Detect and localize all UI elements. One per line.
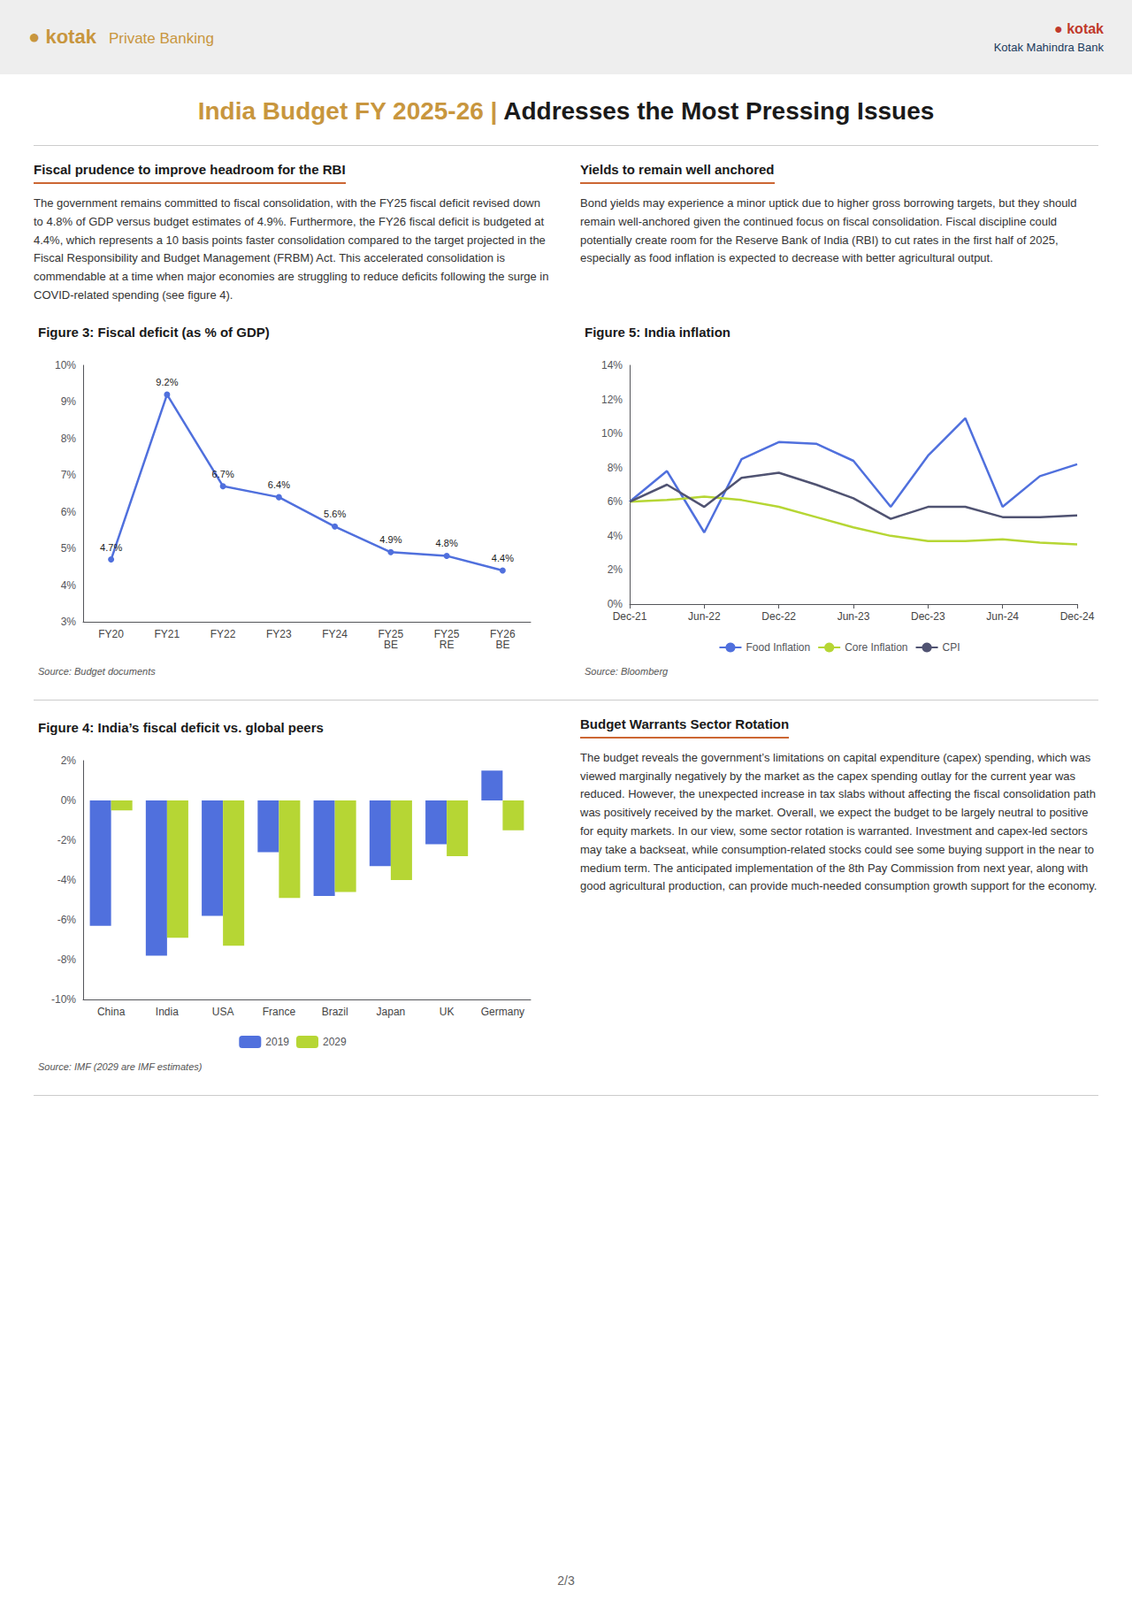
svg-text:Dec-22: Dec-22 <box>761 610 796 623</box>
html-text:India Budget FY 2025-26 | Addr: India Budget FY 2025-26 | Addresses the … <box>197 97 935 125</box>
html-text:● kotak: ● kotak <box>28 25 97 48</box>
svg-text:8%: 8% <box>607 460 624 474</box>
svg-text:6%: 6% <box>61 504 77 518</box>
svg-text:FY22: FY22 <box>210 627 237 641</box>
svg-text:0%: 0% <box>61 794 77 807</box>
svg-text:10%: 10% <box>54 359 77 372</box>
svg-text:6%: 6% <box>607 495 624 508</box>
html-text:Kotak Mahindra Bank: Kotak Mahindra Bank <box>993 40 1104 54</box>
svg-text:2%: 2% <box>61 754 77 767</box>
svg-text:Figure 3: Fiscal deficit (as %: Figure 3: Fiscal deficit (as % of GDP) <box>38 324 270 340</box>
html-text:Private Banking: Private Banking <box>108 30 215 47</box>
svg-text:12%: 12% <box>601 392 623 406</box>
svg-text:2%: 2% <box>607 563 624 576</box>
svg-text:Dec-21: Dec-21 <box>612 610 648 623</box>
html-text:The government remains committ: The government remains committed to fisc… <box>33 196 549 302</box>
svg-text:Food Inflation: Food Inflation <box>745 641 811 654</box>
svg-text:CPI: CPI <box>942 641 961 654</box>
html-text:The budget reveals the governm: The budget reveals the government’s limi… <box>580 750 1097 893</box>
svg-text:9.2%: 9.2% <box>155 376 178 388</box>
svg-text:Dec-24: Dec-24 <box>1060 610 1095 623</box>
svg-text:6.7%: 6.7% <box>212 467 235 479</box>
svg-text:FY26: FY26 <box>489 627 516 641</box>
svg-text:China: China <box>97 1005 126 1018</box>
svg-text:4.7%: 4.7% <box>99 541 123 552</box>
html-text:Bond yields may experience a m: Bond yields may experience a minor uptic… <box>580 196 1077 265</box>
svg-text:4.8%: 4.8% <box>435 537 459 549</box>
svg-text:BE: BE <box>383 638 398 651</box>
svg-text:4%: 4% <box>61 578 77 591</box>
svg-text:3%: 3% <box>61 615 77 628</box>
svg-text:-2%: -2% <box>57 833 77 847</box>
svg-text:FY25: FY25 <box>378 627 404 641</box>
svg-text:Figure 5: India inflation: Figure 5: India inflation <box>584 324 731 340</box>
svg-text:2029: 2029 <box>322 1035 347 1048</box>
html-text:2/3: 2/3 <box>557 1573 575 1588</box>
svg-text:Figure 4: India’s fiscal defic: Figure 4: India’s fiscal deficit vs. glo… <box>38 719 324 735</box>
svg-text:Germany: Germany <box>481 1005 525 1018</box>
svg-text:Source: IMF (2029 are IMF esti: Source: IMF (2029 are IMF estimates) <box>38 1060 203 1071</box>
svg-text:6.4%: 6.4% <box>267 479 291 490</box>
html-text:Fiscal prudence to improve hea: Fiscal prudence to improve headroom for … <box>33 161 346 177</box>
svg-text:10%: 10% <box>601 427 623 440</box>
svg-text:Source: Bloomberg: Source: Bloomberg <box>584 665 669 676</box>
svg-text:USA: USA <box>212 1005 235 1018</box>
svg-text:14%: 14% <box>601 359 623 372</box>
svg-text:7%: 7% <box>61 468 77 482</box>
svg-text:-10%: -10% <box>51 993 77 1006</box>
svg-text:0%: 0% <box>607 597 624 611</box>
svg-text:BE: BE <box>495 638 510 651</box>
svg-text:RE: RE <box>439 638 455 651</box>
svg-text:Brazil: Brazil <box>321 1005 349 1018</box>
svg-text:Jun-22: Jun-22 <box>688 610 721 623</box>
svg-text:Dec-23: Dec-23 <box>910 610 946 623</box>
svg-text:5%: 5% <box>61 542 77 555</box>
svg-text:UK: UK <box>439 1005 455 1018</box>
svg-text:FY21: FY21 <box>154 627 181 641</box>
svg-text:Core Inflation: Core Inflation <box>844 641 908 654</box>
svg-text:-8%: -8% <box>57 953 77 966</box>
html-text:Budget Warrants Sector Rotatio: Budget Warrants Sector Rotation <box>580 716 789 732</box>
svg-text:9%: 9% <box>61 395 77 408</box>
svg-text:4%: 4% <box>607 529 624 543</box>
svg-text:-6%: -6% <box>57 913 77 926</box>
svg-text:4.9%: 4.9% <box>379 534 402 545</box>
html-text:Yields to remain well anchored: Yields to remain well anchored <box>580 161 775 177</box>
svg-text:-4%: -4% <box>57 873 77 887</box>
svg-text:India: India <box>155 1005 179 1018</box>
svg-text:FY20: FY20 <box>98 627 124 641</box>
svg-text:2019: 2019 <box>265 1035 290 1048</box>
svg-text:FY25: FY25 <box>434 627 460 641</box>
html-text:● kotak: ● kotak <box>1054 20 1104 36</box>
svg-text:8%: 8% <box>61 432 77 445</box>
svg-text:FY23: FY23 <box>266 627 292 641</box>
svg-text:4.4%: 4.4% <box>491 552 514 564</box>
svg-text:5.6%: 5.6% <box>323 508 346 520</box>
svg-text:Jun-24: Jun-24 <box>986 610 1019 623</box>
svg-text:France: France <box>262 1005 297 1018</box>
svg-text:Jun-23: Jun-23 <box>837 610 871 623</box>
svg-text:FY24: FY24 <box>321 627 348 641</box>
svg-text:Source: Budget documents: Source: Budget documents <box>38 665 156 676</box>
svg-text:Japan: Japan <box>376 1005 406 1018</box>
